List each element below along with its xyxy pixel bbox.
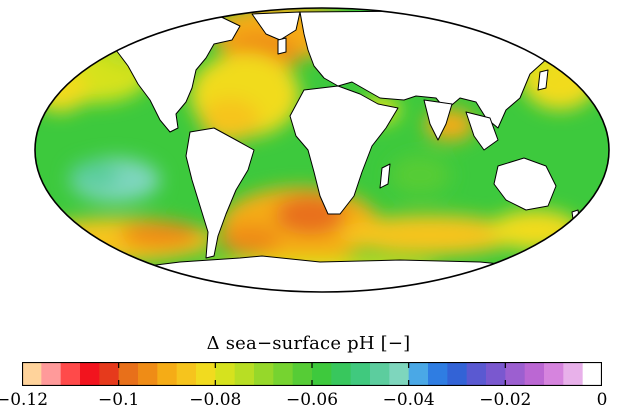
uk-landmass (277, 37, 287, 55)
india-landmass (423, 99, 453, 141)
colorbar-frame (22, 362, 602, 386)
colorbar-segment (292, 362, 313, 386)
colorbar-segment (370, 362, 390, 386)
colorbar-segment (466, 362, 487, 386)
colorbar-segment (486, 362, 506, 386)
colorbar-segment (99, 362, 120, 386)
colorbar-segment (408, 362, 429, 386)
colorbar-segment (41, 362, 62, 386)
colorbar-segment (331, 362, 352, 386)
colorbar-segment (273, 362, 294, 386)
southeast-asia-landmass (465, 111, 499, 151)
colorbar-title: Δ sea−surface pH [−] (206, 333, 411, 354)
map-outline (34, 7, 610, 293)
colorbar-segment (22, 362, 42, 386)
colorbar-segment (176, 362, 197, 386)
colorbar-tick-label: −0.1 (98, 390, 140, 410)
colorbar-segment (563, 362, 584, 386)
madagascar-landmass (379, 163, 391, 189)
colorbar-segment (196, 362, 216, 386)
colorbar-segment (234, 362, 255, 386)
africa-landmass (289, 85, 399, 215)
colorbar-segment (215, 362, 236, 386)
colorbar-segment (312, 362, 332, 386)
colorbar-tick-label: −0.06 (285, 390, 339, 410)
colorbar-segment (350, 362, 371, 386)
colorbar-segment (60, 362, 81, 386)
colorbar-segment (428, 362, 448, 386)
australia-landmass (493, 157, 557, 211)
south-america-landmass (185, 127, 255, 259)
colorbar-tick-label: −0.08 (189, 390, 242, 410)
ocean-ph-change-map (34, 7, 610, 293)
colorbar-segment (389, 362, 410, 386)
colorbar-segment (582, 362, 602, 386)
greenland-landmass (251, 11, 301, 41)
ocean-field (35, 8, 609, 292)
colorbar-tick-label: −0.02 (479, 390, 532, 410)
colorbar-segment (505, 362, 526, 386)
colorbar-segment (80, 362, 100, 386)
colorbar-tick-label: 0 (596, 390, 608, 410)
colorbar-segment (157, 362, 178, 386)
colorbar-segment (138, 362, 158, 386)
colorbar-segment (544, 362, 564, 386)
colorbar-tick-label: −0.04 (382, 390, 435, 410)
colorbar-segment (524, 362, 545, 386)
colorbar (22, 362, 602, 386)
japan-landmass (537, 69, 549, 91)
colorbar-segment (254, 362, 274, 386)
north-america-landmass (103, 11, 241, 133)
colorbar-segment (447, 362, 468, 386)
colorbar-segment (118, 362, 139, 386)
colorbar-tick-label: −0.12 (0, 390, 49, 410)
